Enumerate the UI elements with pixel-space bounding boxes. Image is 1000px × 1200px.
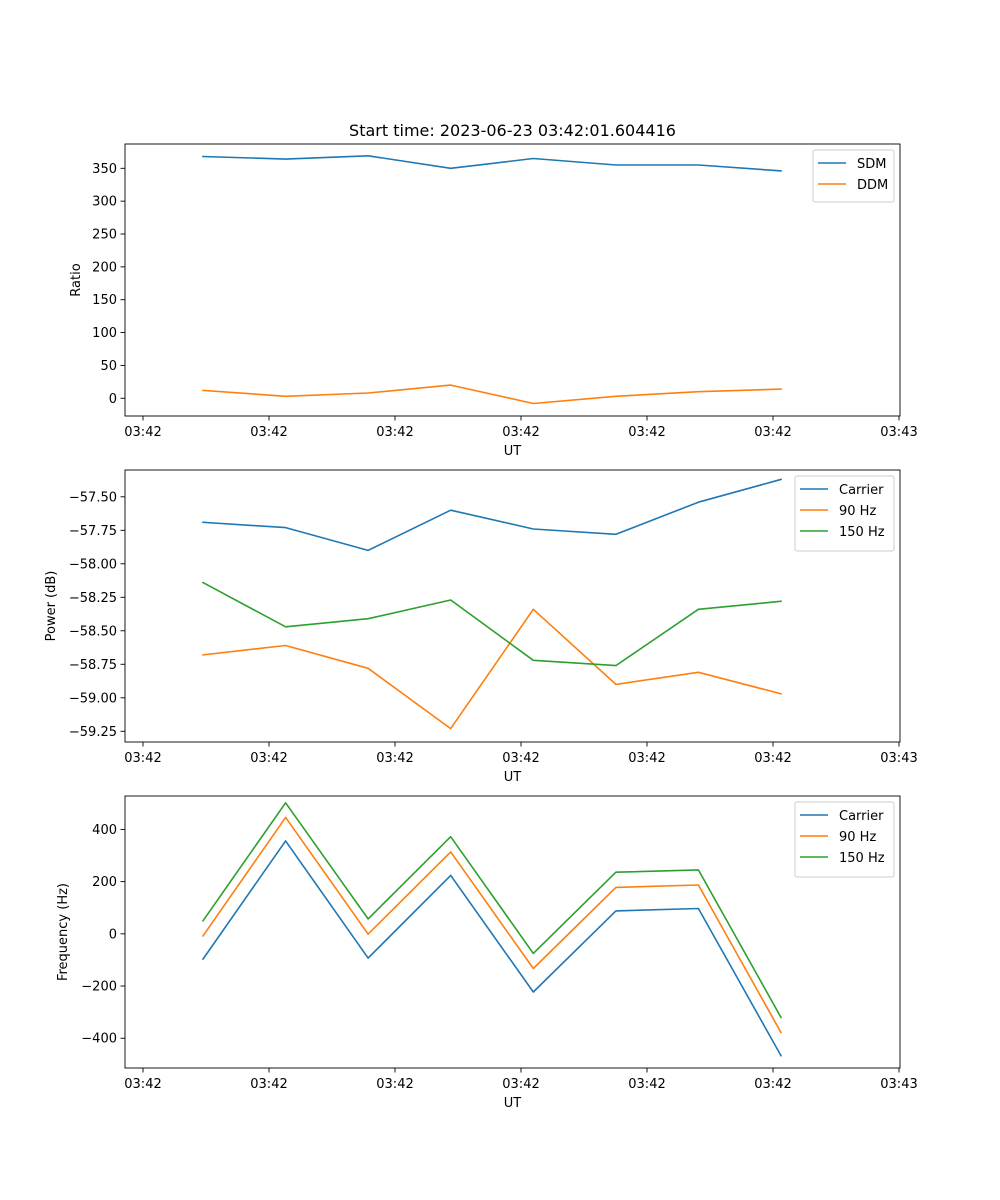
legend-label: 150 Hz (839, 525, 885, 540)
legend-label: DDM (857, 178, 888, 193)
x-tick-label: 03:42 (376, 1077, 413, 1092)
x-tick-label: 03:42 (250, 1077, 287, 1092)
figure-title: Start time: 2023-06-23 03:42:01.604416 (349, 121, 676, 140)
chart-panel-2: 03:42 03:42 03:42 03:42 03:42 03:42 03:43 −59.2… (44, 469, 918, 785)
y-tick-label: 350 (92, 162, 117, 177)
y-tick-label: −57.75 (69, 524, 117, 539)
y-tick-label: 300 (92, 195, 117, 210)
x-tick-label: 03:42 (628, 751, 665, 766)
x-axis-label: UT (504, 770, 522, 785)
y-tick-label: 200 (92, 875, 117, 890)
y-tick-label: 150 (92, 293, 117, 308)
x-tick-label: 03:43 (880, 1077, 917, 1092)
y-tick-label: −58.50 (69, 624, 117, 639)
y-tick-label: 50 (100, 359, 117, 374)
x-axis-label: UT (504, 444, 522, 459)
x-tick-label: 03:42 (250, 751, 287, 766)
legend-label: Carrier (839, 809, 884, 824)
y-tick-label: −400 (81, 1032, 117, 1047)
chart-panel-3: 03:42 03:42 03:42 03:42 03:42 03:42 03:43 −400 −… (56, 795, 918, 1111)
x-tick-label: 03:42 (754, 751, 791, 766)
legend-box (794, 801, 895, 878)
chart-panels: 03:42 03:42 03:42 03:42 03:42 03:42 03:43 0 50 10… (44, 143, 918, 1111)
legend-label: 90 Hz (839, 830, 876, 845)
x-tick-label: 03:42 (124, 425, 161, 440)
x-tick-label: 03:43 (880, 425, 917, 440)
series-line-90-hz (202, 608, 782, 730)
x-tick-label: 03:42 (124, 751, 161, 766)
legend: Carrier 90 Hz 150 Hz (794, 475, 895, 552)
y-tick-label: 400 (92, 823, 117, 838)
y-tick-label: −59.00 (69, 691, 117, 706)
y-tick-label: −58.00 (69, 557, 117, 572)
y-tick-label: 200 (92, 260, 117, 275)
series-line-sdm (202, 155, 782, 172)
x-tick-label: 03:42 (628, 1077, 665, 1092)
legend: SDM DDM (812, 149, 895, 203)
y-tick-label: 250 (92, 228, 117, 243)
series-line-150-hz (201, 801, 783, 1019)
x-tick-label: 03:42 (754, 1077, 791, 1092)
x-tick-label: 03:42 (250, 425, 287, 440)
y-tick-label: −59.25 (69, 725, 117, 740)
x-tick-label: 03:42 (124, 1077, 161, 1092)
series-line-carrier (202, 478, 782, 552)
legend-label: 90 Hz (839, 504, 876, 519)
x-tick-label: 03:42 (502, 425, 539, 440)
y-axis-label: Power (dB) (44, 571, 59, 642)
series-line-carrier (201, 840, 783, 1057)
x-tick-label: 03:42 (376, 751, 413, 766)
plot-area (124, 143, 901, 417)
x-tick-label: 03:42 (754, 425, 791, 440)
legend-box (794, 475, 895, 552)
y-tick-label: 0 (109, 927, 117, 942)
y-axis-label: Frequency (Hz) (56, 883, 71, 981)
series-line-90-hz (201, 816, 783, 1034)
y-axis-label: Ratio (69, 263, 84, 296)
y-tick-label: 0 (109, 392, 117, 407)
legend-label: 150 Hz (839, 851, 885, 866)
y-tick-label: −57.50 (69, 490, 117, 505)
series-line-ddm (202, 384, 782, 405)
plot-area (124, 795, 901, 1069)
x-axis-label: UT (504, 1096, 522, 1111)
y-tick-label: −58.75 (69, 658, 117, 673)
legend-label: Carrier (839, 483, 884, 498)
x-tick-label: 03:42 (502, 1077, 539, 1092)
x-tick-label: 03:42 (628, 425, 665, 440)
legend: Carrier 90 Hz 150 Hz (794, 801, 895, 878)
y-tick-label: 100 (92, 326, 117, 341)
y-tick-label: −200 (81, 980, 117, 995)
x-tick-label: 03:43 (880, 751, 917, 766)
x-tick-label: 03:42 (502, 751, 539, 766)
legend-label: SDM (857, 157, 886, 172)
chart-panel-1: 03:42 03:42 03:42 03:42 03:42 03:42 03:43 0 50 10… (69, 143, 918, 459)
x-tick-label: 03:42 (376, 425, 413, 440)
series-line-150-hz (201, 581, 782, 667)
y-tick-label: −58.25 (69, 591, 117, 606)
plot-area (124, 469, 901, 743)
